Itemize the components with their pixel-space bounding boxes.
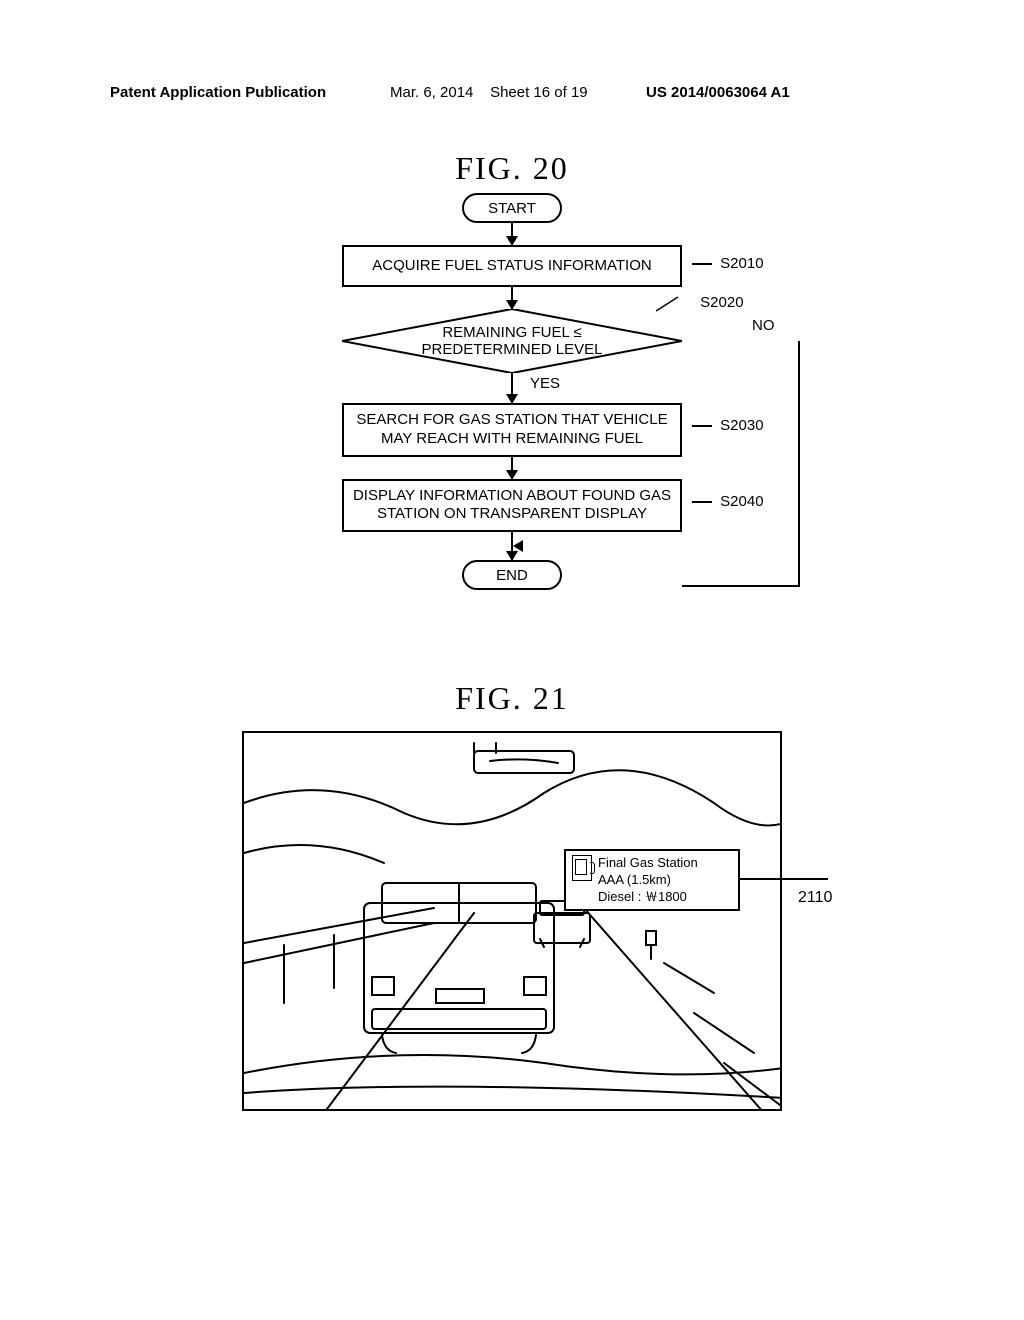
figure-21: FIG. 21: [0, 680, 1024, 1111]
fc-step-label-2: S2020: [656, 293, 744, 313]
callout-leader-icon: [798, 869, 858, 889]
fc-step-label-1: S2010: [692, 255, 764, 272]
fc-step-wrap: DISPLAY INFORMATION ABOUT FOUND GAS STAT…: [202, 479, 822, 533]
fig20-flowchart: START ACQUIRE FUEL STATUS INFORMATION S2…: [202, 193, 822, 590]
gas-station-info-box: Final Gas Station AAA (1.5km) Diesel : ￦…: [564, 849, 740, 911]
info-line1: Final Gas Station: [598, 855, 698, 872]
header-right: US 2014/0063064 A1: [646, 84, 790, 101]
fc-process-2: SEARCH FOR GAS STATION THAT VEHICLE MAY …: [342, 403, 682, 457]
fc-start: START: [462, 193, 562, 223]
decision-yes-label: YES: [530, 375, 560, 392]
callout-2110: 2110: [798, 869, 858, 907]
label-text: S2020: [700, 294, 743, 311]
fc-decision-wrap: REMAINING FUEL ≤ PREDETERMINED LEVEL S20…: [202, 309, 822, 373]
header-date: Mar. 6, 2014: [390, 84, 473, 101]
fc-step-label-4: S2040: [692, 493, 764, 510]
label-leader: [692, 263, 712, 265]
info-text: Final Gas Station AAA (1.5km) Diesel : ￦…: [598, 855, 698, 905]
fc-conn: [511, 457, 513, 479]
callout-leader-segment: [740, 878, 798, 880]
label-text: S2040: [720, 493, 763, 510]
info-line2: AAA (1.5km): [598, 872, 698, 889]
no-branch-line: [682, 341, 800, 587]
header-left: Patent Application Publication: [110, 84, 326, 101]
fc-conn: [511, 554, 513, 560]
fc-decision: REMAINING FUEL ≤ PREDETERMINED LEVEL: [342, 309, 682, 373]
fc-end: END: [462, 560, 562, 590]
decision-line1: REMAINING FUEL ≤: [442, 324, 581, 341]
label-text: S2030: [720, 417, 763, 434]
fc-process-2-text: SEARCH FOR GAS STATION THAT VEHICLE MAY …: [352, 411, 672, 449]
fc-step-label-3: S2030: [692, 417, 764, 434]
fc-step-wrap: ACQUIRE FUEL STATUS INFORMATION S2010: [202, 245, 822, 287]
fc-conn: [511, 373, 513, 403]
figure-20: FIG. 20 START ACQUIRE FUEL STATUS INFORM…: [0, 150, 1024, 590]
fig20-label: FIG. 20: [0, 150, 1024, 187]
fc-process-3-text: DISPLAY INFORMATION ABOUT FOUND GAS STAT…: [352, 487, 672, 525]
label-text: S2010: [720, 255, 763, 272]
fc-conn: [511, 287, 513, 309]
fc-process-3: DISPLAY INFORMATION ABOUT FOUND GAS STAT…: [342, 479, 682, 533]
fc-start-text: START: [488, 200, 536, 217]
fc-end-text: END: [496, 567, 528, 584]
label-leader-icon: [656, 293, 696, 313]
header-mid: Mar. 6, 2014 Sheet 16 of 19: [390, 84, 588, 101]
label-leader: [692, 425, 712, 427]
decision-line2: PREDETERMINED LEVEL: [422, 341, 603, 358]
callout-label: 2110: [798, 889, 832, 906]
fc-step-wrap: SEARCH FOR GAS STATION THAT VEHICLE MAY …: [202, 403, 822, 457]
fuel-pump-icon: [572, 855, 592, 881]
fig21-label: FIG. 21: [0, 680, 1024, 717]
header-sheet: Sheet 16 of 19: [490, 84, 588, 101]
scene-linework: [244, 733, 782, 1111]
fig21-scene: Final Gas Station AAA (1.5km) Diesel : ￦…: [242, 731, 782, 1111]
fig21-scene-wrap: Final Gas Station AAA (1.5km) Diesel : ￦…: [242, 731, 782, 1111]
fc-process-1-text: ACQUIRE FUEL STATUS INFORMATION: [372, 257, 651, 276]
decision-no-label: NO: [752, 317, 775, 334]
fc-conn: [511, 223, 513, 245]
decision-text: REMAINING FUEL ≤ PREDETERMINED LEVEL: [342, 309, 682, 373]
info-line3: Diesel : ￦1800: [598, 889, 698, 906]
fc-process-1: ACQUIRE FUEL STATUS INFORMATION: [342, 245, 682, 287]
label-leader: [692, 501, 712, 503]
